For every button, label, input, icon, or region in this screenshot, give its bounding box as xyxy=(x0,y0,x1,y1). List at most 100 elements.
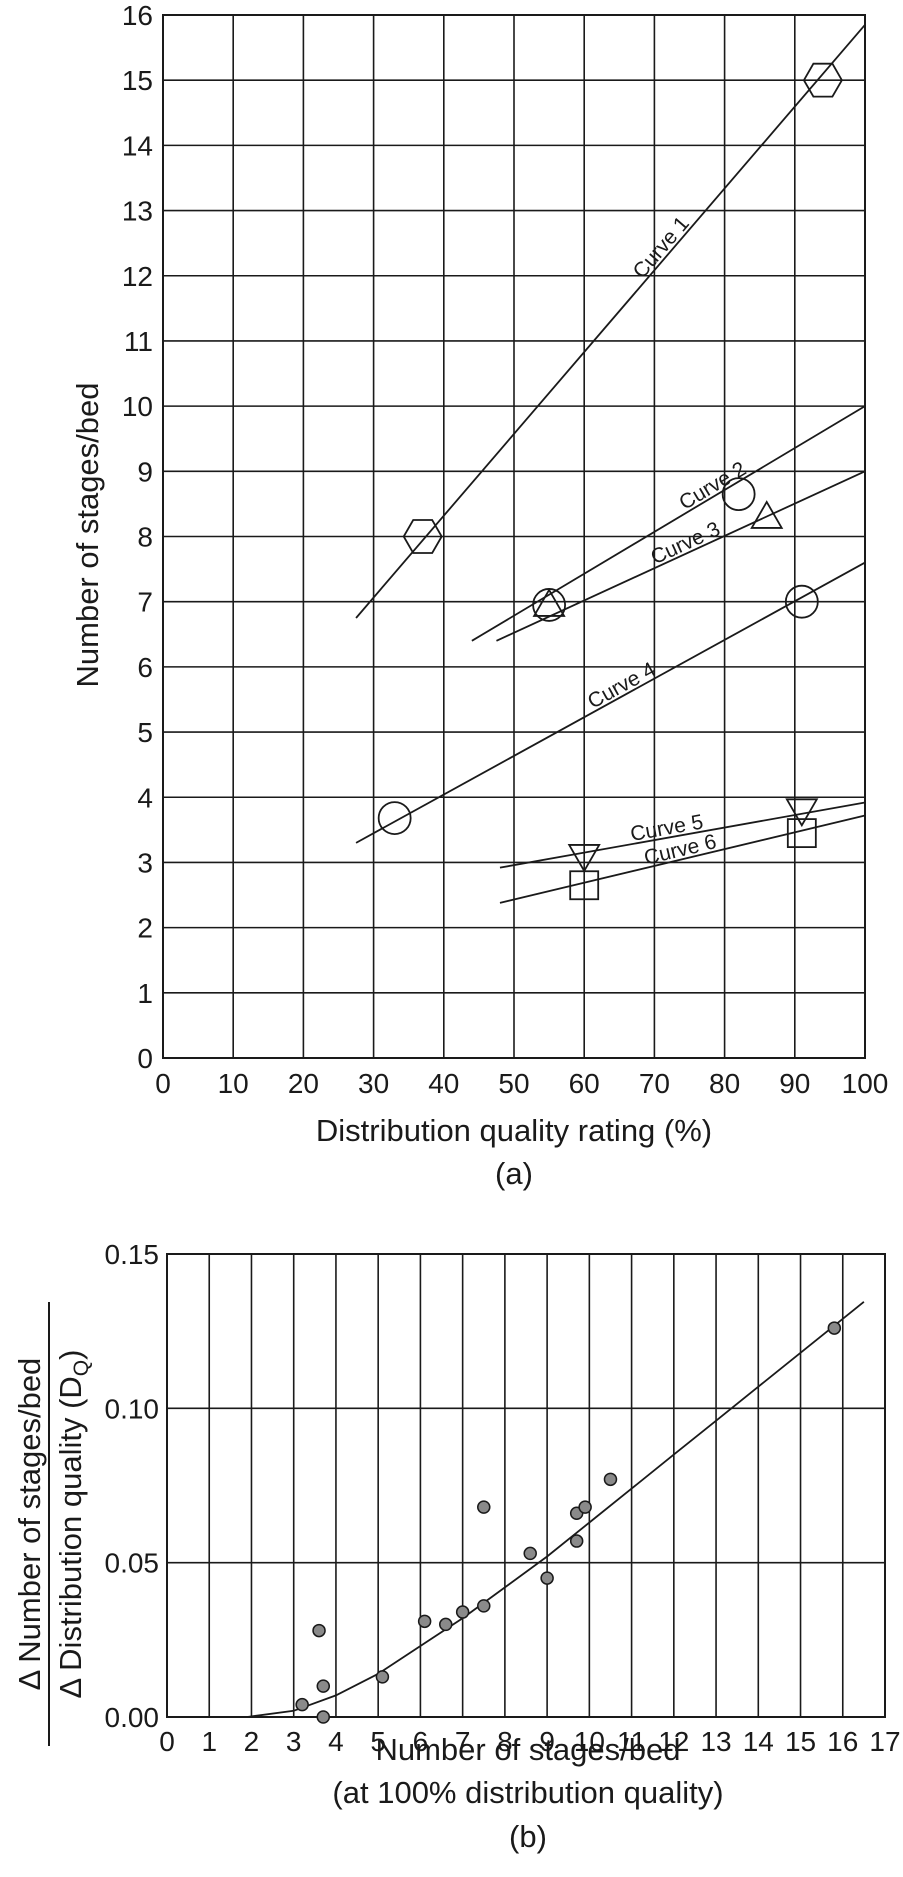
y-tick-label: 15 xyxy=(122,65,153,96)
triangle-down-marker xyxy=(785,798,819,828)
caption-b: (b) xyxy=(509,1819,547,1854)
y-tick-label: 2 xyxy=(137,913,153,944)
triangle-up-marker xyxy=(750,500,784,529)
x-tick-label: 20 xyxy=(288,1068,319,1099)
y-tick-label: 4 xyxy=(137,782,153,813)
x-tick-label: 2 xyxy=(244,1726,260,1757)
grid-b xyxy=(166,1253,886,1718)
x-tick-label: 90 xyxy=(779,1068,810,1099)
square-marker xyxy=(569,870,600,901)
hexagon-marker xyxy=(402,519,443,554)
grid-a xyxy=(162,14,866,1059)
circle-marker xyxy=(721,477,756,512)
x-axis-title-b: Number of stages/bed xyxy=(375,1732,680,1767)
x-tick-label: 0 xyxy=(155,1068,171,1099)
square-marker xyxy=(786,818,817,849)
y-tick-label: 3 xyxy=(137,847,153,878)
x-tick-label: 80 xyxy=(709,1068,740,1099)
y-tick-label: 7 xyxy=(137,587,153,618)
data-point xyxy=(295,1697,309,1712)
x-tick-label: 100 xyxy=(842,1068,889,1099)
data-point xyxy=(523,1546,537,1561)
y-tick-label: 14 xyxy=(122,130,153,161)
x-axis-title-a: Distribution quality rating (%) xyxy=(316,1113,712,1148)
curve-label: Curve 2 xyxy=(675,457,750,514)
x-tick-label: 12 xyxy=(658,1726,689,1757)
tick-labels-b: 0 1 2 3 4 5 6 7 8 9 10 11 12 13 14 15 16 170.000.050.100.… xyxy=(105,1239,901,1757)
x-tick-label: 10 xyxy=(574,1726,605,1757)
caption-a: (a) xyxy=(495,1156,533,1191)
y-axis-title-b-denominator: Δ Distribution quality (DQ) xyxy=(53,1350,93,1699)
x-tick-label: 60 xyxy=(569,1068,600,1099)
y-tick-label: 10 xyxy=(122,391,153,422)
curve-label: Curve 1 xyxy=(629,212,694,283)
x-tick-label: 70 xyxy=(639,1068,670,1099)
data-point xyxy=(316,1679,331,1693)
y-axis-title-b-numerator: Δ Number of stages/bed xyxy=(12,1358,47,1691)
data-point xyxy=(477,1500,491,1514)
y-tick-label: 0.10 xyxy=(105,1393,160,1424)
fit-curve-b xyxy=(247,1301,865,1718)
x-axis-subtitle-b: (at 100% distribution quality) xyxy=(332,1775,723,1810)
data-point xyxy=(316,1710,331,1724)
y-tick-label: 16 xyxy=(122,0,153,31)
x-tick-label: 7 xyxy=(455,1726,471,1757)
y-tick-label: 0.15 xyxy=(105,1239,160,1270)
plot-frame xyxy=(166,1253,886,1718)
chart-panel-b: 0 1 2 3 4 5 6 7 8 9 10 11 12 13 14 15 16 170.000.050.100.… xyxy=(12,1239,901,1854)
y-tick-label: 0.05 xyxy=(105,1548,160,1579)
x-tick-label: 8 xyxy=(497,1726,513,1757)
x-tick-label: 10 xyxy=(218,1068,249,1099)
y-tick-label: 6 xyxy=(137,652,153,683)
data-point xyxy=(578,1500,592,1514)
data-points-b xyxy=(295,1321,842,1724)
x-tick-label: 3 xyxy=(286,1726,302,1757)
x-tick-label: 4 xyxy=(328,1726,344,1757)
circle-marker xyxy=(377,801,412,836)
data-point xyxy=(827,1321,842,1335)
plot-frame xyxy=(162,14,866,1059)
data-point xyxy=(375,1670,390,1684)
fit-line xyxy=(471,405,866,642)
tick-labels-a: 0 10 20 30 40 50 60 70 80 90 100012345678910111213… xyxy=(122,0,889,1099)
x-tick-label: 50 xyxy=(498,1068,529,1099)
fit-curve xyxy=(247,1301,865,1718)
data-point xyxy=(417,1614,432,1629)
fit-line xyxy=(355,24,866,619)
data-point xyxy=(569,1534,584,1548)
curve-label: Curve 3 xyxy=(647,518,723,570)
hexagon-marker xyxy=(802,62,843,98)
x-tick-label: 15 xyxy=(785,1726,816,1757)
fit-line xyxy=(499,801,866,869)
x-tick-label: 13 xyxy=(700,1726,731,1757)
markers-a xyxy=(377,62,843,901)
x-tick-label: 17 xyxy=(869,1726,900,1757)
x-tick-label: 0 xyxy=(159,1726,175,1757)
data-point xyxy=(540,1571,554,1585)
data-point xyxy=(439,1617,453,1632)
x-tick-label: 6 xyxy=(413,1726,429,1757)
data-point xyxy=(312,1623,326,1638)
y-tick-label: 0 xyxy=(137,1043,153,1074)
y-tick-label: 0.00 xyxy=(105,1702,160,1733)
x-tick-label: 30 xyxy=(358,1068,389,1099)
y-tick-label: 9 xyxy=(137,456,153,487)
y-tick-label: 8 xyxy=(137,522,153,553)
y-tick-label: 13 xyxy=(122,196,153,227)
fit-line xyxy=(496,470,866,642)
data-point xyxy=(455,1605,470,1619)
x-tick-label: 14 xyxy=(743,1726,774,1757)
y-tick-label: 11 xyxy=(124,326,153,357)
x-tick-label: 16 xyxy=(827,1726,858,1757)
data-point xyxy=(603,1472,618,1487)
x-tick-label: 1 xyxy=(201,1726,217,1757)
x-tick-label: 5 xyxy=(370,1726,386,1757)
x-tick-label: 11 xyxy=(617,1726,646,1757)
y-tick-label: 12 xyxy=(122,261,153,292)
x-tick-label: 40 xyxy=(428,1068,459,1099)
circle-marker xyxy=(784,584,819,619)
triangle-down-marker xyxy=(567,844,601,873)
y-tick-label: 5 xyxy=(137,717,153,748)
